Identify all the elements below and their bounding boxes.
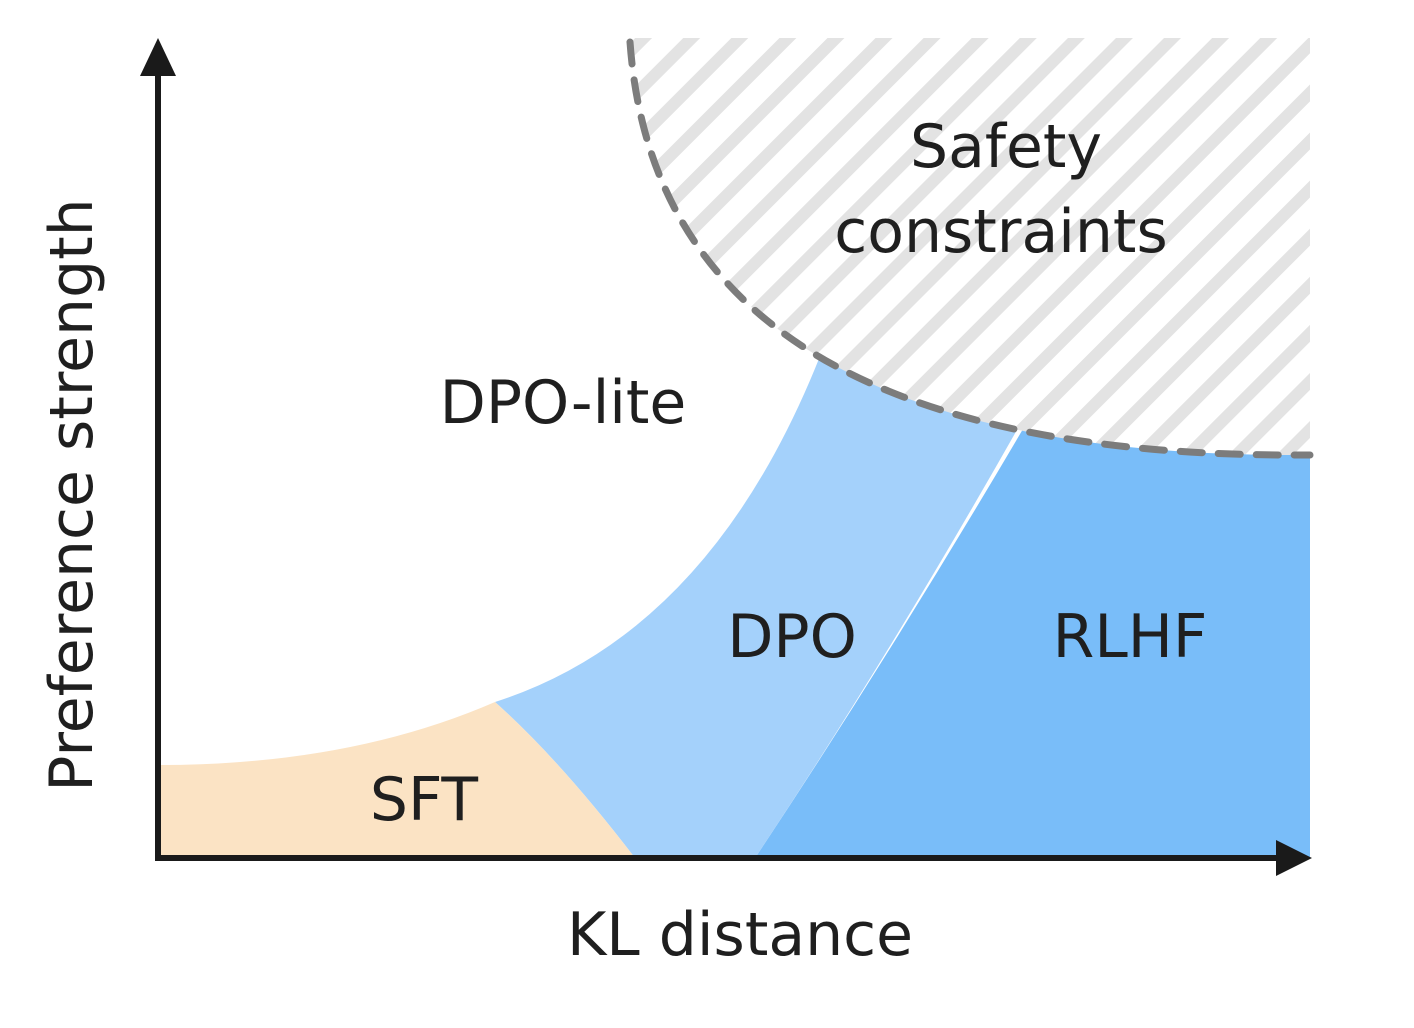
rlhf-region (755, 400, 1310, 858)
x-axis-label: KL distance (567, 900, 913, 970)
region-label: RLHF (1053, 602, 1208, 672)
region-label: SFT (370, 765, 479, 835)
safety-region (630, 38, 1310, 456)
region-label: DPO-lite (440, 368, 687, 438)
region-label: Safety (910, 112, 1102, 182)
dpo-region (495, 330, 1045, 858)
safety-boundary (626, 38, 1314, 459)
region-label: constraints (834, 197, 1167, 267)
sft-region (160, 702, 635, 858)
region-label: DPO (727, 602, 857, 672)
x-axis-arrow (1276, 840, 1312, 876)
y-axis-label: Preference strength (37, 198, 107, 791)
y-axis-arrow (140, 38, 176, 76)
